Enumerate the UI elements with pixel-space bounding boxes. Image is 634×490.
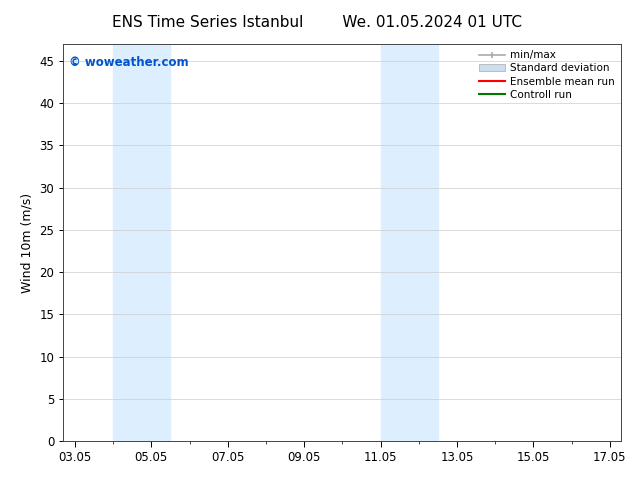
Text: © woweather.com: © woweather.com: [69, 56, 188, 69]
Text: ENS Time Series Istanbul        We. 01.05.2024 01 UTC: ENS Time Series Istanbul We. 01.05.2024 …: [112, 15, 522, 30]
Bar: [380, 44, 438, 441]
Y-axis label: Wind 10m (m/s): Wind 10m (m/s): [21, 193, 34, 293]
Bar: [113, 44, 171, 441]
Legend: min/max, Standard deviation, Ensemble mean run, Controll run: min/max, Standard deviation, Ensemble me…: [475, 46, 619, 104]
